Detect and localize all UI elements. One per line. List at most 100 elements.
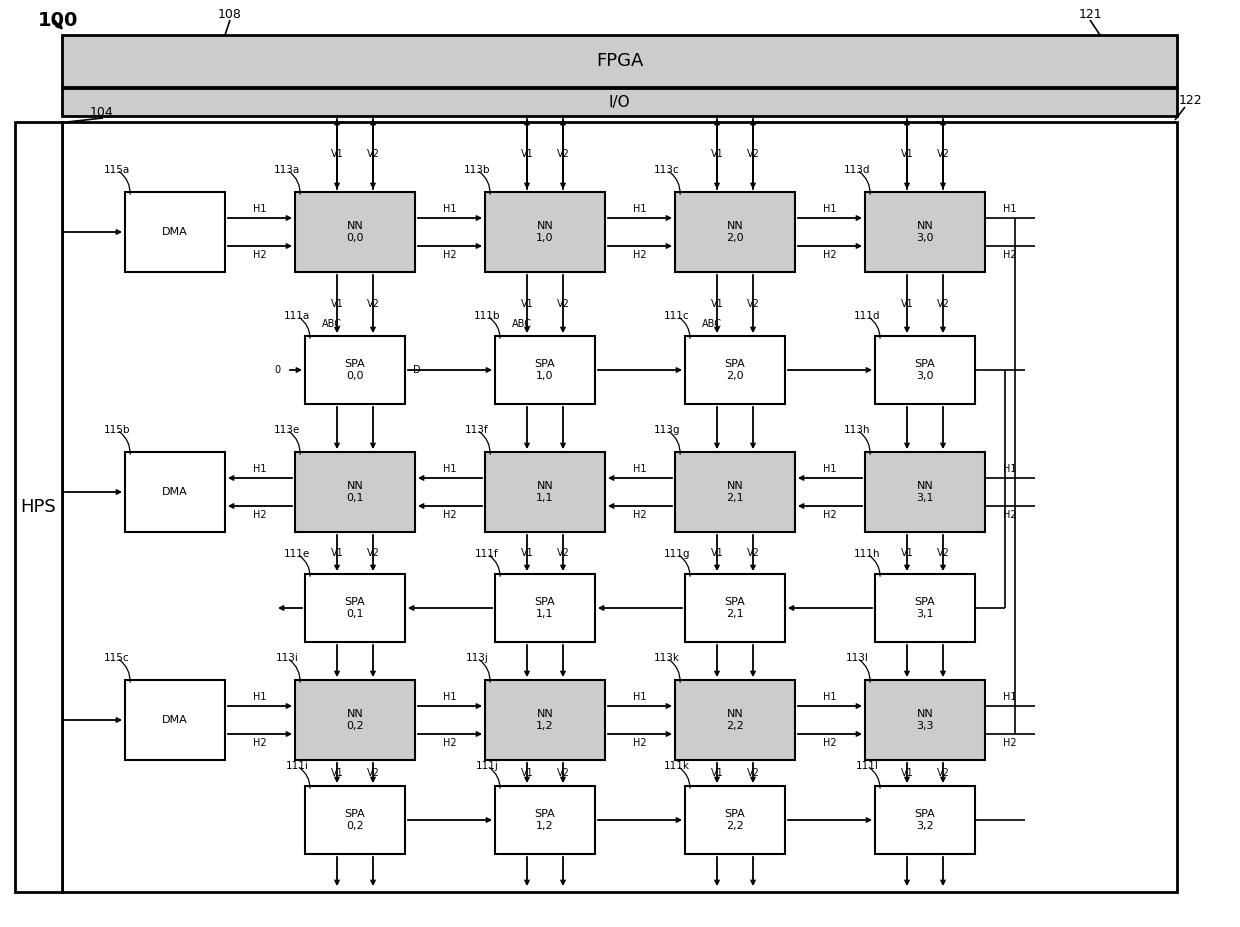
- Text: NN
0,1: NN 0,1: [346, 481, 363, 502]
- Text: SPA
1,2: SPA 1,2: [534, 809, 556, 831]
- Text: D: D: [413, 365, 420, 375]
- FancyBboxPatch shape: [495, 336, 595, 404]
- Text: V1: V1: [711, 768, 723, 778]
- Text: H1: H1: [1003, 464, 1017, 474]
- Text: 111l: 111l: [856, 761, 878, 771]
- Text: NN
1,1: NN 1,1: [536, 481, 554, 502]
- Text: NN
1,0: NN 1,0: [536, 222, 554, 243]
- Text: H1: H1: [634, 464, 647, 474]
- Text: 115b: 115b: [104, 425, 130, 435]
- Text: H2: H2: [634, 510, 647, 520]
- Text: V2: V2: [936, 768, 950, 778]
- FancyBboxPatch shape: [675, 192, 795, 272]
- Text: H2: H2: [1003, 250, 1017, 260]
- Text: V2: V2: [557, 548, 569, 558]
- Text: 113f: 113f: [465, 425, 489, 435]
- FancyBboxPatch shape: [875, 336, 975, 404]
- Text: 113g: 113g: [653, 425, 681, 435]
- Text: H1: H1: [443, 464, 456, 474]
- Text: 111h: 111h: [854, 549, 880, 559]
- FancyBboxPatch shape: [495, 574, 595, 642]
- Text: 100: 100: [38, 10, 78, 30]
- FancyBboxPatch shape: [62, 35, 1177, 87]
- Text: NN
0,0: NN 0,0: [346, 222, 363, 243]
- Text: 113d: 113d: [843, 165, 870, 175]
- Text: NN
3,1: NN 3,1: [916, 481, 934, 502]
- Text: 113i: 113i: [275, 653, 299, 663]
- Text: SPA
3,2: SPA 3,2: [915, 809, 935, 831]
- FancyBboxPatch shape: [875, 786, 975, 854]
- Text: H2: H2: [443, 250, 456, 260]
- Text: V2: V2: [746, 548, 759, 558]
- Text: V2: V2: [746, 299, 759, 309]
- Text: 111f: 111f: [475, 549, 498, 559]
- Text: 111j: 111j: [476, 761, 498, 771]
- Text: ABC: ABC: [322, 319, 342, 329]
- Text: DMA: DMA: [162, 487, 188, 497]
- Text: H2: H2: [634, 250, 647, 260]
- FancyBboxPatch shape: [684, 574, 785, 642]
- Text: V1: V1: [331, 548, 343, 558]
- Text: H1: H1: [443, 204, 456, 214]
- FancyBboxPatch shape: [866, 680, 985, 760]
- Text: H2: H2: [1003, 510, 1017, 520]
- FancyBboxPatch shape: [675, 680, 795, 760]
- FancyBboxPatch shape: [295, 192, 415, 272]
- Text: NN
1,2: NN 1,2: [536, 709, 554, 730]
- FancyBboxPatch shape: [875, 574, 975, 642]
- Text: V1: V1: [521, 768, 533, 778]
- Text: 111a: 111a: [284, 311, 310, 321]
- Text: H2: H2: [443, 738, 456, 748]
- FancyBboxPatch shape: [684, 336, 785, 404]
- Text: H1: H1: [634, 204, 647, 214]
- Text: FPGA: FPGA: [595, 52, 644, 70]
- Text: 111d: 111d: [854, 311, 880, 321]
- Text: H1: H1: [823, 204, 837, 214]
- Text: NN
3,0: NN 3,0: [916, 222, 934, 243]
- Text: V1: V1: [900, 149, 914, 159]
- Text: 122: 122: [1178, 94, 1202, 107]
- Text: V2: V2: [367, 768, 379, 778]
- FancyBboxPatch shape: [305, 786, 405, 854]
- Text: HPS: HPS: [21, 498, 56, 516]
- Text: SPA
3,0: SPA 3,0: [915, 359, 935, 381]
- Text: SPA
0,2: SPA 0,2: [345, 809, 366, 831]
- Text: I/O: I/O: [609, 95, 630, 109]
- Text: V1: V1: [711, 548, 723, 558]
- Text: 113a: 113a: [274, 165, 300, 175]
- FancyBboxPatch shape: [485, 192, 605, 272]
- Text: V1: V1: [521, 299, 533, 309]
- FancyBboxPatch shape: [62, 122, 1177, 892]
- Text: ABC: ABC: [702, 319, 722, 329]
- Text: H2: H2: [823, 738, 837, 748]
- FancyBboxPatch shape: [485, 680, 605, 760]
- Text: V1: V1: [521, 149, 533, 159]
- Text: H2: H2: [1003, 738, 1017, 748]
- Text: H1: H1: [634, 692, 647, 702]
- Text: NN
2,1: NN 2,1: [727, 481, 744, 502]
- Text: 111i: 111i: [285, 761, 309, 771]
- FancyBboxPatch shape: [675, 452, 795, 532]
- Text: NN
3,3: NN 3,3: [916, 709, 934, 730]
- Text: NN
0,2: NN 0,2: [346, 709, 363, 730]
- Text: V1: V1: [521, 548, 533, 558]
- FancyBboxPatch shape: [305, 336, 405, 404]
- Text: SPA
3,1: SPA 3,1: [915, 597, 935, 619]
- Text: V2: V2: [936, 299, 950, 309]
- Text: 104: 104: [91, 106, 114, 119]
- Text: H2: H2: [634, 738, 647, 748]
- FancyBboxPatch shape: [495, 786, 595, 854]
- Text: 113k: 113k: [653, 653, 680, 663]
- Text: H1: H1: [443, 692, 456, 702]
- Text: V2: V2: [367, 149, 379, 159]
- Text: SPA
2,0: SPA 2,0: [724, 359, 745, 381]
- Text: V2: V2: [367, 299, 379, 309]
- Text: H1: H1: [253, 204, 267, 214]
- Text: SPA
0,0: SPA 0,0: [345, 359, 366, 381]
- Text: V1: V1: [711, 299, 723, 309]
- Text: V2: V2: [557, 149, 569, 159]
- Text: SPA
2,1: SPA 2,1: [724, 597, 745, 619]
- Text: 111e: 111e: [284, 549, 310, 559]
- Text: V1: V1: [331, 299, 343, 309]
- Text: 115a: 115a: [104, 165, 130, 175]
